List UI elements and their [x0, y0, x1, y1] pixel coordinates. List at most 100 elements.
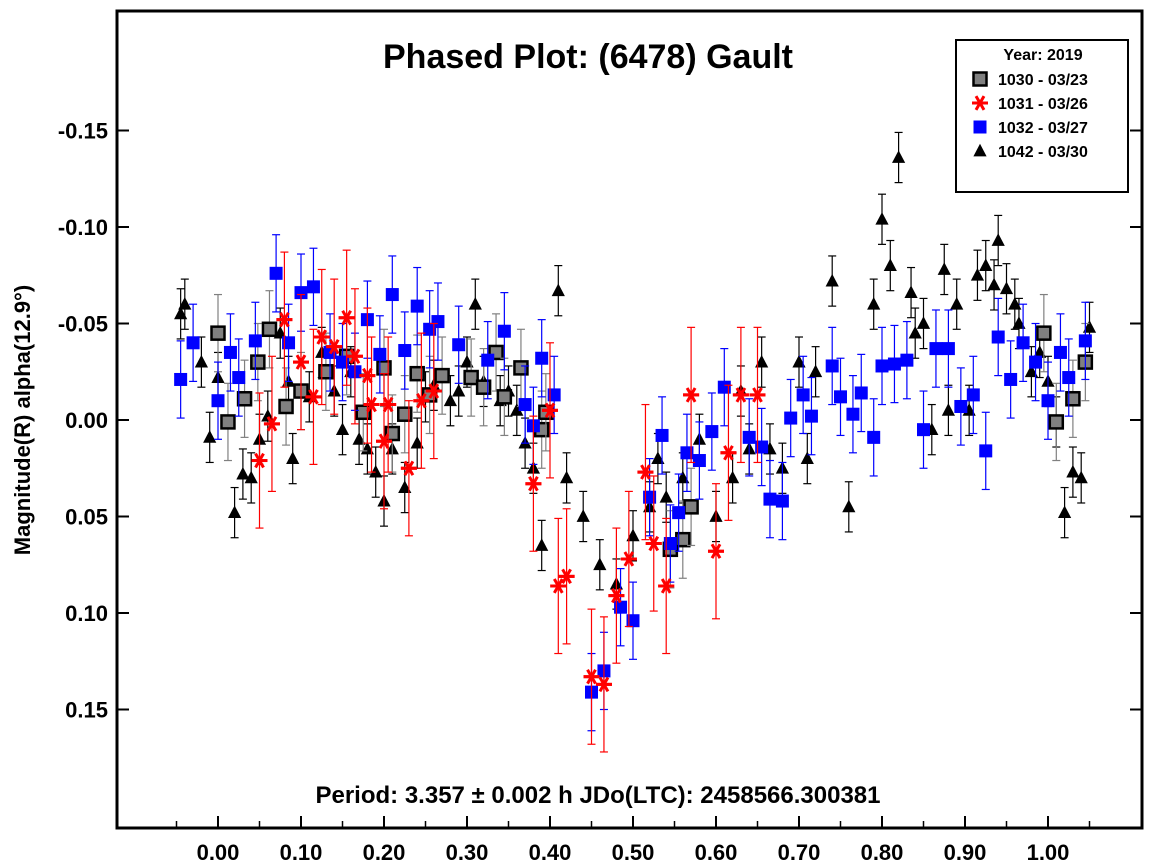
data-point	[293, 354, 309, 370]
data-point	[452, 338, 466, 352]
data-point	[576, 509, 590, 522]
legend-title: Year: 2019	[1003, 47, 1082, 64]
data-point	[683, 387, 700, 403]
data-point	[210, 325, 226, 341]
data-point	[335, 422, 350, 436]
data-point	[1078, 334, 1092, 348]
data-point	[1029, 355, 1043, 369]
data-point	[460, 354, 474, 368]
data-point	[651, 451, 665, 464]
y-tick-label: 0.10	[65, 601, 108, 626]
data-point	[887, 357, 901, 371]
data-point	[518, 398, 532, 412]
data-point	[655, 428, 669, 442]
data-point	[400, 460, 417, 476]
data-point	[1082, 320, 1097, 333]
data-point	[804, 409, 818, 423]
data-point	[535, 351, 549, 365]
data-point	[796, 388, 810, 402]
data-point	[513, 360, 529, 376]
data-point	[692, 454, 706, 468]
data-point	[683, 499, 699, 515]
legend-marker	[972, 95, 988, 111]
data-point	[463, 369, 479, 386]
data-point	[542, 402, 558, 419]
data-point	[174, 306, 188, 320]
x-ticks: 0.00 0.10 0.20 0.30 0.40 0.50 0.60 0.70 0.80 0.90…	[175, 816, 1091, 865]
data-point	[282, 336, 296, 350]
data-point	[1033, 345, 1047, 358]
data-point	[355, 404, 371, 421]
data-point	[775, 494, 789, 508]
data-point	[443, 393, 457, 407]
data-point	[194, 354, 208, 368]
data-point	[286, 451, 300, 464]
data-point	[676, 470, 690, 484]
data-point	[1074, 470, 1088, 484]
data-point	[1065, 391, 1081, 407]
data-point	[250, 354, 266, 370]
data-point	[966, 388, 980, 402]
data-point	[380, 396, 397, 413]
data-point	[278, 398, 294, 415]
data-point	[248, 334, 262, 348]
data-point	[409, 365, 425, 382]
data-point	[658, 578, 675, 594]
y-tick-label: 0.05	[65, 505, 108, 530]
x-tick-label: 0.30	[446, 840, 489, 865]
data-point	[732, 387, 749, 403]
legend-label: 1031 - 03/26	[998, 96, 1088, 113]
data-point	[626, 528, 640, 542]
data-point	[917, 423, 930, 437]
legend-marker	[972, 71, 988, 87]
data-point	[842, 499, 856, 513]
data-point	[941, 403, 955, 416]
data-point	[937, 262, 951, 275]
data-point	[620, 551, 637, 567]
data-point	[452, 383, 466, 397]
y-ticks: -0.15 -0.10 -0.05 0.00 0.05 0.10 0.15	[58, 119, 1142, 723]
data-point	[434, 367, 450, 384]
data-point	[468, 297, 482, 310]
y-tick-label: -0.10	[58, 215, 108, 240]
data-point	[535, 538, 549, 551]
data-point	[717, 380, 731, 394]
data-point	[825, 359, 839, 373]
data-point	[178, 297, 192, 310]
data-point	[659, 490, 673, 503]
data-point	[1004, 372, 1018, 386]
data-point	[276, 311, 293, 328]
data-point	[809, 364, 823, 378]
data-point	[834, 390, 847, 404]
data-point	[560, 470, 574, 484]
data-point	[558, 568, 575, 585]
data-point	[251, 452, 268, 469]
data-point	[220, 414, 236, 430]
data-point	[867, 297, 881, 310]
data-point	[726, 470, 740, 484]
data-point	[755, 440, 769, 454]
data-point	[672, 506, 686, 520]
x-tick-label: 0.20	[363, 840, 406, 865]
data-point	[749, 387, 766, 403]
data-point	[792, 354, 806, 368]
data-point	[846, 407, 860, 421]
data-point	[637, 464, 654, 480]
data-point	[244, 470, 258, 484]
data-point	[410, 435, 424, 449]
data-point	[475, 379, 492, 395]
data-point	[551, 283, 565, 297]
data-point	[346, 348, 363, 364]
data-point	[525, 476, 542, 492]
y-tick-label: 0.15	[65, 698, 108, 723]
data-point	[908, 325, 922, 339]
period-annotation: Period: 3.357 ± 0.002 h JDo(LTC): 245856…	[315, 782, 880, 809]
series-1031	[251, 249, 766, 753]
data-point	[1053, 345, 1067, 359]
data-point	[326, 338, 343, 355]
data-point	[916, 316, 931, 329]
x-tick-label: 0.90	[944, 840, 987, 865]
x-tick-label: 0.50	[612, 840, 655, 865]
data-point	[236, 466, 250, 480]
